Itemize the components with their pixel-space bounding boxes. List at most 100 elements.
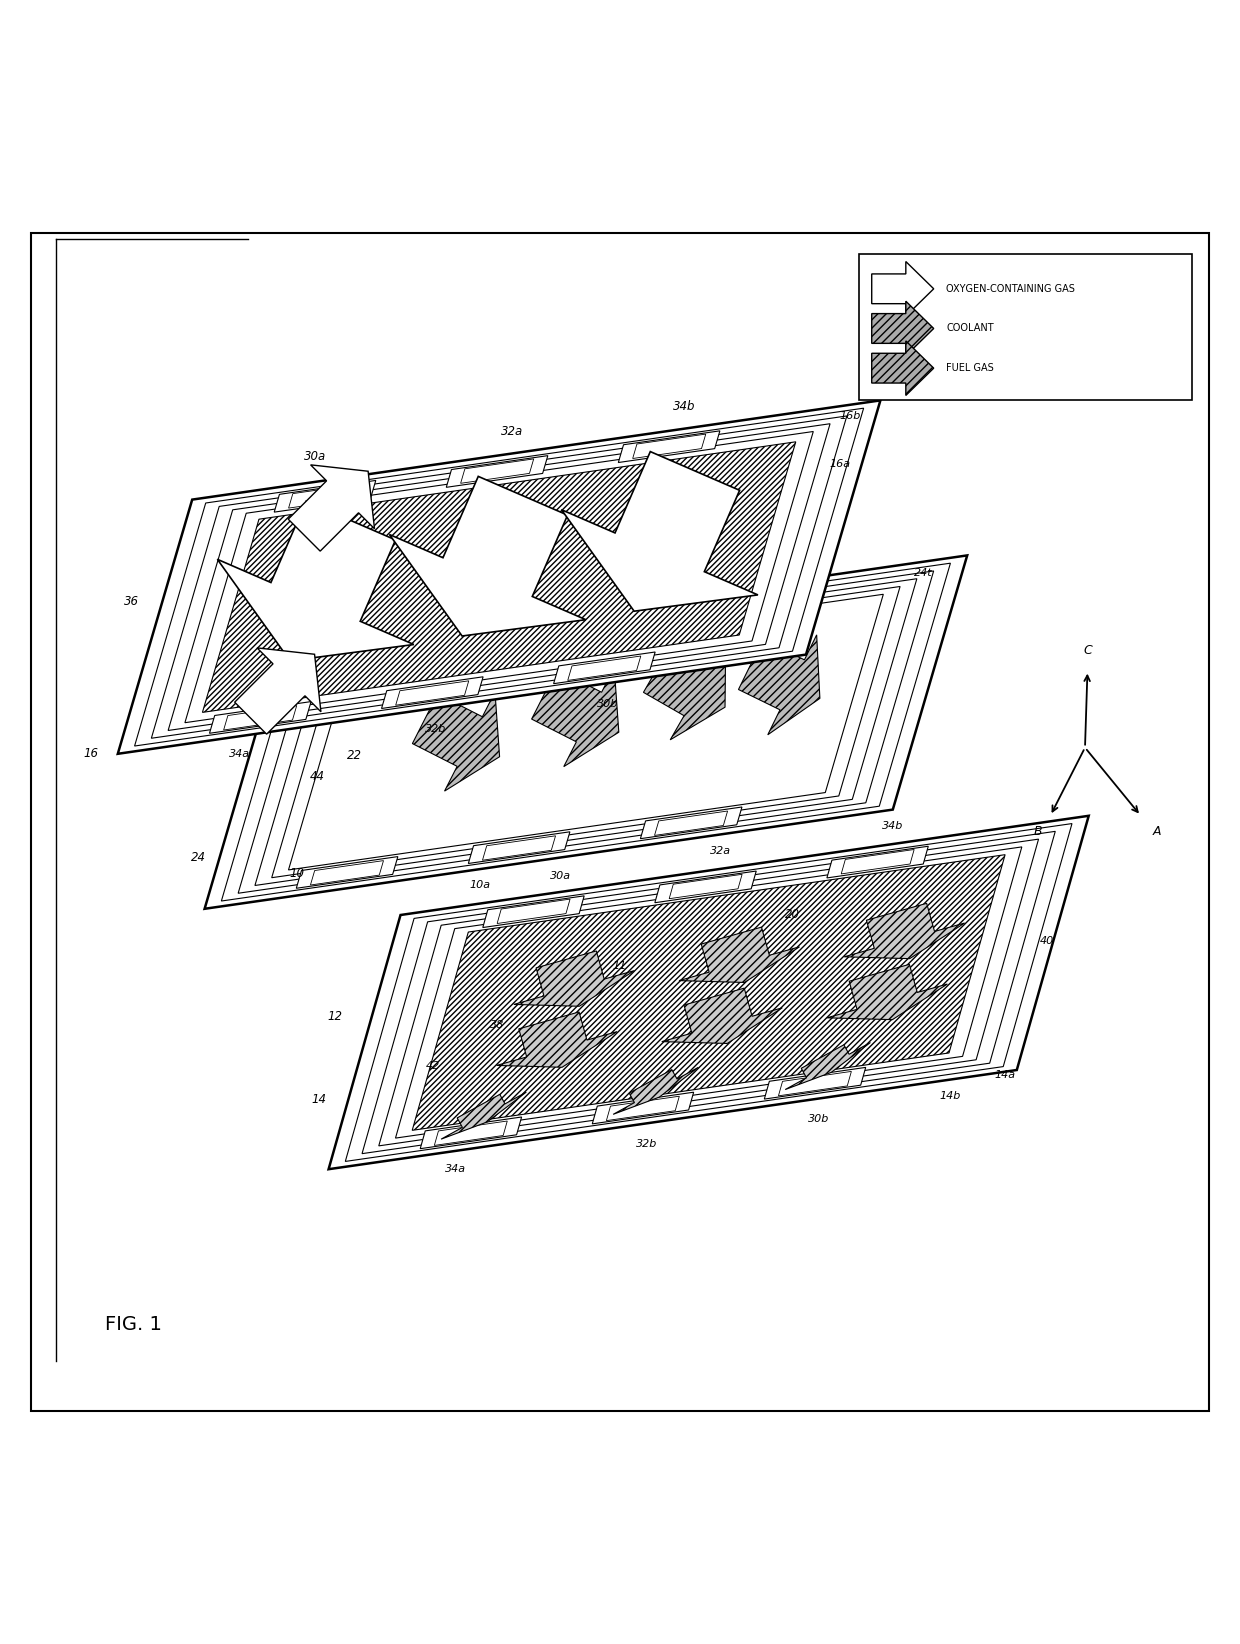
Text: C: C [1083,644,1092,658]
Polygon shape [779,1072,852,1097]
Polygon shape [532,667,619,766]
Polygon shape [632,434,706,459]
Text: 34b: 34b [882,820,903,830]
Text: 30a: 30a [304,450,326,464]
Polygon shape [496,1013,618,1067]
Polygon shape [547,613,620,638]
Polygon shape [296,857,398,888]
Polygon shape [497,899,570,924]
Text: 12: 12 [327,1009,342,1023]
Polygon shape [469,832,570,863]
Polygon shape [202,442,796,712]
Text: 34a: 34a [228,748,249,758]
Text: 20: 20 [785,909,800,921]
Polygon shape [396,681,469,705]
Polygon shape [329,815,1089,1169]
Polygon shape [844,903,965,958]
Polygon shape [289,593,883,870]
Text: 10: 10 [289,866,305,880]
Polygon shape [872,261,934,316]
Polygon shape [606,1097,680,1121]
Polygon shape [234,648,321,735]
Polygon shape [389,477,585,636]
Text: 32a: 32a [709,845,732,857]
Text: 30a: 30a [551,871,572,881]
Text: 32b: 32b [636,1139,657,1149]
Polygon shape [706,585,807,618]
Text: 30b: 30b [808,1115,830,1124]
Text: 38: 38 [490,1019,503,1029]
Polygon shape [420,1116,522,1149]
Polygon shape [513,950,635,1006]
Polygon shape [655,871,756,903]
Polygon shape [680,927,800,983]
Polygon shape [310,860,383,884]
Polygon shape [562,452,758,612]
Polygon shape [288,465,374,551]
Text: B: B [1034,825,1042,838]
Text: 16b: 16b [839,411,861,421]
Text: 14a: 14a [994,1070,1016,1080]
Text: 14b: 14b [940,1092,961,1101]
Polygon shape [640,807,742,838]
Text: 42: 42 [425,1062,440,1072]
Polygon shape [441,1092,526,1139]
Text: 22: 22 [347,750,362,763]
Text: A: A [1153,825,1161,838]
Text: FUEL GAS: FUEL GAS [946,363,994,373]
Polygon shape [460,459,533,483]
Text: 24: 24 [191,852,206,865]
Polygon shape [376,640,449,663]
Polygon shape [593,1092,693,1124]
Polygon shape [644,643,725,740]
Polygon shape [482,835,556,860]
Text: 40: 40 [1039,937,1054,947]
Polygon shape [118,401,880,755]
Polygon shape [655,810,728,835]
Text: 14: 14 [311,1093,326,1106]
Text: COOLANT: COOLANT [946,324,993,334]
Polygon shape [719,589,792,613]
Polygon shape [613,1067,698,1115]
Text: 36: 36 [124,595,139,608]
Text: 32b: 32b [425,723,446,733]
Text: 11: 11 [613,960,626,972]
Text: 44: 44 [310,771,325,783]
Polygon shape [210,702,311,733]
Text: 16a: 16a [830,459,851,469]
Polygon shape [412,855,1006,1131]
Polygon shape [764,1067,866,1100]
Text: 30b: 30b [598,699,619,709]
Text: 24t: 24t [914,569,932,579]
Text: 10a: 10a [469,881,490,891]
Polygon shape [274,480,376,513]
Polygon shape [482,896,584,927]
Polygon shape [670,875,742,899]
Text: 32a: 32a [501,426,523,437]
Polygon shape [841,850,914,875]
Polygon shape [205,556,967,909]
Polygon shape [413,692,500,791]
Polygon shape [361,636,463,667]
Polygon shape [872,340,934,396]
Text: 34a: 34a [445,1164,466,1174]
Polygon shape [289,483,362,508]
Text: 34b: 34b [673,399,696,413]
Polygon shape [827,965,947,1019]
Text: FIG. 1: FIG. 1 [105,1315,162,1333]
Bar [859,255,1192,401]
Polygon shape [785,1042,870,1090]
Polygon shape [872,301,934,355]
Polygon shape [446,455,548,487]
Text: OXYGEN-CONTAINING GAS: OXYGEN-CONTAINING GAS [946,284,1075,294]
Polygon shape [553,653,655,684]
Polygon shape [217,501,414,661]
Polygon shape [434,1121,507,1146]
Polygon shape [568,656,641,681]
Polygon shape [382,677,484,709]
Polygon shape [662,988,782,1044]
Polygon shape [827,847,929,878]
Polygon shape [619,431,720,462]
Polygon shape [223,705,296,730]
Text: 16: 16 [83,746,98,760]
